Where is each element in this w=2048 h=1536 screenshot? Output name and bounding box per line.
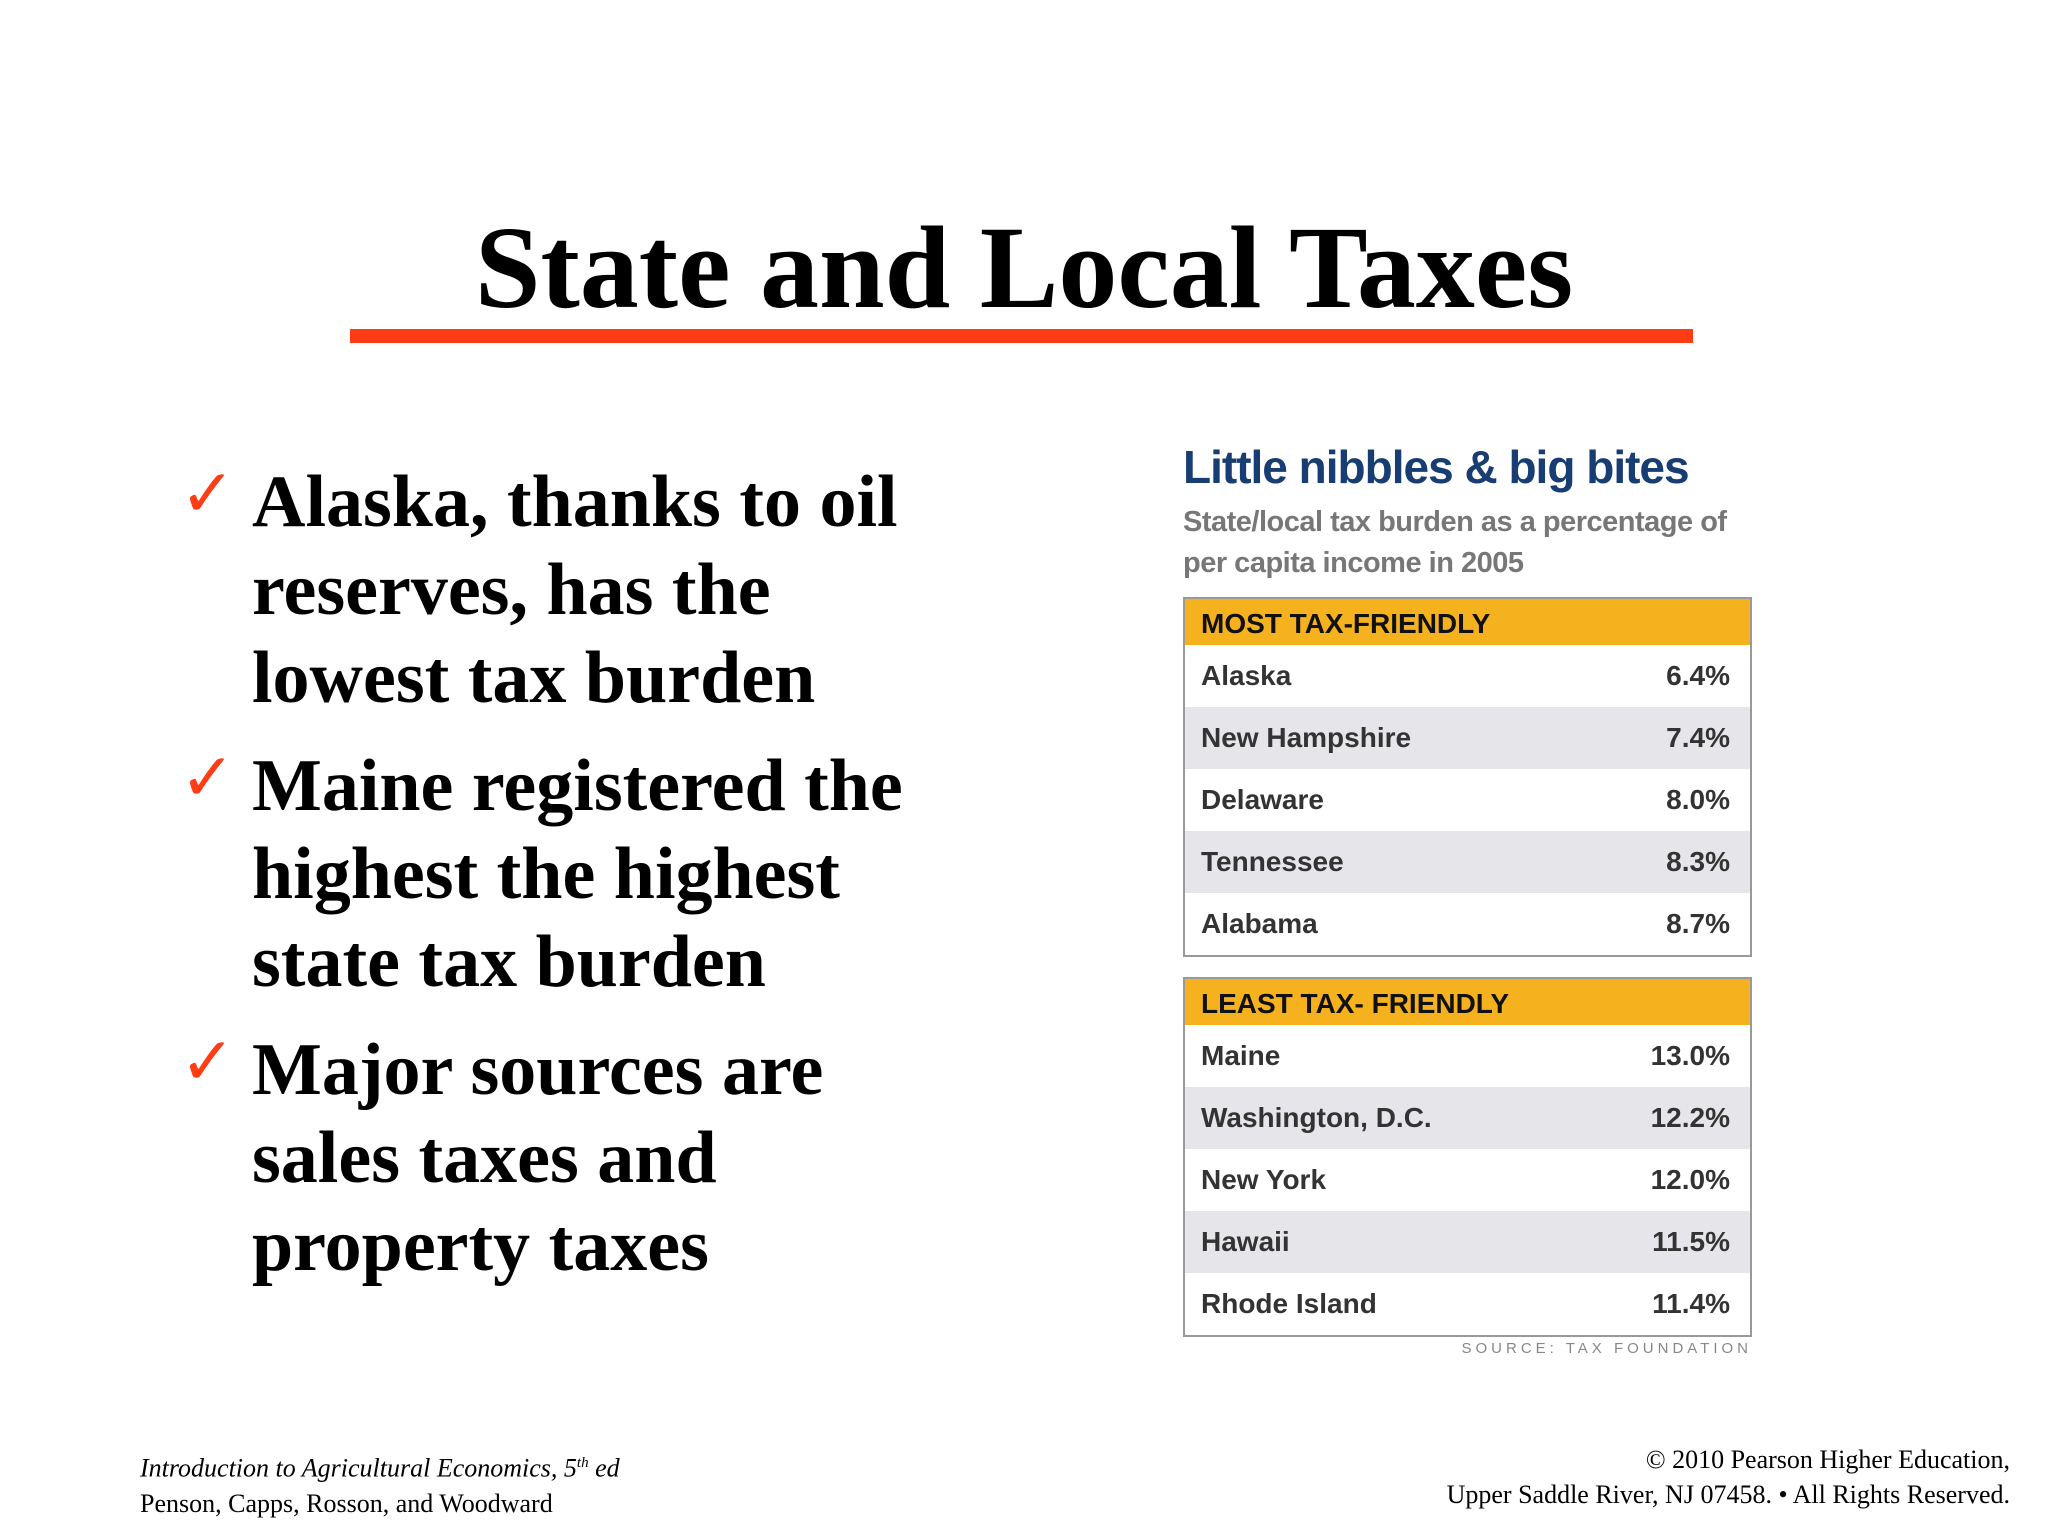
state-name: Delaware [1201,784,1324,815]
state-name: Alaska [1201,660,1292,691]
footer-line: Upper Saddle River, NJ 07458. • All Righ… [1446,1480,2010,1509]
slide-title: State and Local Taxes [474,202,1574,333]
tax-burden: 7.4% [1666,722,1730,753]
check-icon: ✓ [180,1023,236,1100]
figure-title: Little nibbles & big bites [1183,441,1690,493]
footer-line: © 2010 Pearson Higher Education, [1645,1445,2010,1474]
tax-burden: 12.2% [1650,1102,1730,1133]
footer-left: Introduction to Agricultural Economics, … [140,1446,620,1521]
bullet-item: ✓ Maine registered the highest the highes… [180,739,982,1006]
table-row: Delaware 8.0% [1185,769,1750,831]
footer-right: © 2010 Pearson Higher Education, Upper S… [1447,1442,2010,1512]
state-name: Washington, D.C. [1201,1102,1432,1133]
bullet-item: ✓ Major sources are sales taxes and prope… [180,1023,982,1290]
bullet-text: Alaska, thanks to oil reserves, has the … [252,461,898,719]
state-name: Rhode Island [1201,1288,1377,1319]
table-box: MOST TAX-FRIENDLY Alaska 6.4% New Hampshire… [1183,597,1752,957]
table-row: Washington, D.C. 12.2% [1185,1087,1750,1149]
table-row: Alabama 8.7% [1185,893,1750,955]
check-icon: ✓ [180,739,236,816]
state-name: Hawaii [1201,1226,1290,1257]
table-row: Hawaii 11.5% [1185,1211,1750,1273]
state-name: New York [1201,1164,1327,1195]
state-name: Maine [1201,1040,1281,1071]
footer-line: Introduction to Agricultural Economics, … [140,1446,620,1486]
footer-text: ed [588,1453,620,1483]
tax-burden: 8.3% [1666,846,1730,877]
tax-burden: 12.0% [1650,1164,1730,1195]
tax-burden: 8.0% [1666,784,1730,815]
footer-text: Introduction to Agricultural Economics, … [140,1453,577,1483]
table-body: Maine 13.0% Washington, D.C. 12.2% New York 1… [1185,1025,1750,1335]
table-box: LEAST TAX- FRIENDLY Maine 13.0% Washington,… [1183,977,1752,1337]
tax-burden: 11.5% [1652,1226,1730,1257]
tax-burden: 8.7% [1666,908,1730,939]
state-name: New Hampshire [1201,722,1412,753]
bullet-text: Major sources are sales taxes and proper… [252,1029,824,1287]
table-row: New Hampshire 7.4% [1185,707,1750,769]
tax-burden: 13.0% [1650,1040,1730,1071]
title-underline [350,329,1693,343]
figure-subtitle: State/local tax burden as a percentage o… [1183,506,1727,579]
footer-line: Penson, Capps, Rosson, and Woodward [140,1488,553,1518]
check-icon: ✓ [180,455,236,532]
figure-source: SOURCE: TAX FOUNDATION [1461,1340,1752,1357]
tax-burden: 6.4% [1666,660,1730,691]
bullet-item: ✓ Alaska, thanks to oil reserves, has the… [180,455,982,722]
table-body: Alaska 6.4% New Hampshire 7.4% Delaware 8.0% T… [1185,645,1750,955]
tax-burden: 11.4% [1652,1288,1730,1319]
table-row: New York 12.0% [1185,1149,1750,1211]
table-row: Maine 13.0% [1185,1025,1750,1087]
bullet-text: Maine registered the highest the highest… [252,745,903,1003]
table-row: Alaska 6.4% [1185,645,1750,707]
footer-superscript: th [576,1455,589,1471]
table-heading: LEAST TAX- FRIENDLY [1185,979,1750,1025]
table-heading: MOST TAX-FRIENDLY [1185,599,1750,645]
state-name: Tennessee [1201,846,1344,877]
state-name: Alabama [1201,908,1318,939]
table-row: Tennessee 8.3% [1185,831,1750,893]
table-row: Rhode Island 11.4% [1185,1273,1750,1335]
